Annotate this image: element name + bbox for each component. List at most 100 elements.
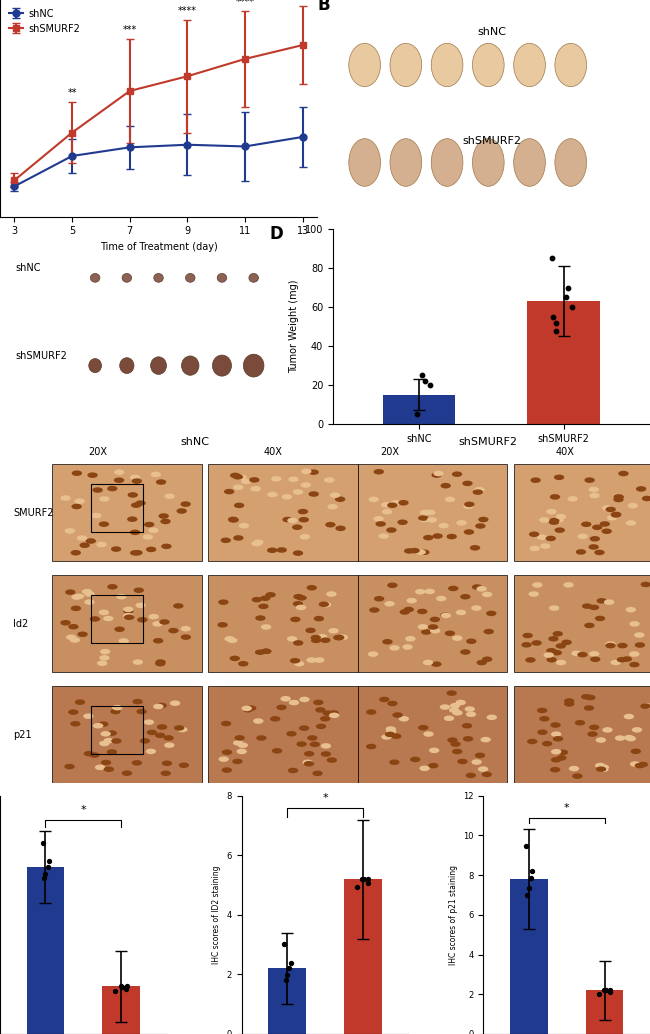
Circle shape xyxy=(60,495,71,500)
Point xyxy=(411,406,422,423)
Circle shape xyxy=(558,750,568,755)
Circle shape xyxy=(252,541,262,546)
Circle shape xyxy=(445,496,455,503)
Circle shape xyxy=(614,494,624,499)
Circle shape xyxy=(60,620,71,626)
Circle shape xyxy=(386,729,396,734)
Circle shape xyxy=(415,549,426,555)
Circle shape xyxy=(222,750,232,755)
Point xyxy=(601,982,611,999)
Circle shape xyxy=(242,707,253,712)
Circle shape xyxy=(418,625,428,630)
Circle shape xyxy=(548,636,558,641)
Circle shape xyxy=(311,635,321,640)
Circle shape xyxy=(140,738,150,743)
Circle shape xyxy=(93,723,103,729)
Bar xyxy=(586,991,623,1034)
Circle shape xyxy=(556,643,566,648)
Circle shape xyxy=(549,605,560,611)
Circle shape xyxy=(471,605,482,611)
Ellipse shape xyxy=(390,139,422,186)
Circle shape xyxy=(156,480,166,485)
Circle shape xyxy=(389,645,400,650)
Circle shape xyxy=(629,651,640,657)
Circle shape xyxy=(74,594,85,599)
Circle shape xyxy=(114,469,124,475)
Circle shape xyxy=(99,610,109,615)
Circle shape xyxy=(64,764,75,769)
Circle shape xyxy=(382,509,393,515)
Circle shape xyxy=(230,473,240,478)
Circle shape xyxy=(452,472,462,477)
Circle shape xyxy=(450,703,460,708)
Point xyxy=(122,978,132,995)
Circle shape xyxy=(149,614,159,619)
Circle shape xyxy=(432,473,442,478)
Circle shape xyxy=(584,705,594,710)
Circle shape xyxy=(595,615,605,621)
Circle shape xyxy=(95,764,105,770)
Circle shape xyxy=(325,522,335,527)
Point xyxy=(527,862,538,879)
Circle shape xyxy=(611,512,621,517)
Circle shape xyxy=(441,483,451,488)
Circle shape xyxy=(551,749,562,755)
Circle shape xyxy=(549,518,560,523)
Circle shape xyxy=(164,493,175,499)
Circle shape xyxy=(552,736,563,741)
Circle shape xyxy=(466,638,476,644)
FancyBboxPatch shape xyxy=(52,464,202,561)
Circle shape xyxy=(309,741,320,748)
Circle shape xyxy=(464,501,474,507)
Circle shape xyxy=(465,706,475,711)
FancyBboxPatch shape xyxy=(514,687,650,783)
Text: Id2: Id2 xyxy=(13,618,28,629)
Circle shape xyxy=(430,628,440,634)
Circle shape xyxy=(161,519,171,524)
Circle shape xyxy=(337,635,348,640)
Point xyxy=(42,858,53,875)
Circle shape xyxy=(83,713,94,719)
Circle shape xyxy=(238,742,248,748)
Circle shape xyxy=(590,536,600,542)
Circle shape xyxy=(430,616,440,622)
Circle shape xyxy=(615,735,625,740)
Circle shape xyxy=(642,703,650,708)
Circle shape xyxy=(314,658,324,663)
Circle shape xyxy=(423,535,434,541)
Text: ****: **** xyxy=(178,5,197,16)
Circle shape xyxy=(153,638,163,643)
Circle shape xyxy=(111,738,122,743)
Circle shape xyxy=(153,704,164,709)
Circle shape xyxy=(452,710,463,716)
Text: SMURF2: SMURF2 xyxy=(13,508,53,518)
Circle shape xyxy=(379,697,389,702)
Circle shape xyxy=(404,548,415,554)
Circle shape xyxy=(181,501,191,507)
Text: ***: *** xyxy=(123,25,137,35)
Point xyxy=(604,981,615,998)
Circle shape xyxy=(103,738,114,743)
Circle shape xyxy=(578,534,588,539)
Circle shape xyxy=(330,492,340,498)
Text: shSMURF2: shSMURF2 xyxy=(16,351,68,361)
Circle shape xyxy=(123,608,133,614)
Circle shape xyxy=(144,720,154,725)
Circle shape xyxy=(460,649,471,655)
Circle shape xyxy=(592,524,603,530)
Circle shape xyxy=(606,507,616,512)
Circle shape xyxy=(588,544,599,550)
Circle shape xyxy=(569,766,579,771)
Circle shape xyxy=(84,751,94,757)
Circle shape xyxy=(474,753,485,758)
Circle shape xyxy=(404,607,414,612)
Circle shape xyxy=(599,764,609,770)
Circle shape xyxy=(564,582,574,587)
Circle shape xyxy=(406,598,417,604)
Circle shape xyxy=(440,704,450,710)
Circle shape xyxy=(292,524,302,530)
Circle shape xyxy=(64,528,75,534)
Circle shape xyxy=(582,604,592,609)
Circle shape xyxy=(148,527,159,534)
Circle shape xyxy=(132,760,142,765)
